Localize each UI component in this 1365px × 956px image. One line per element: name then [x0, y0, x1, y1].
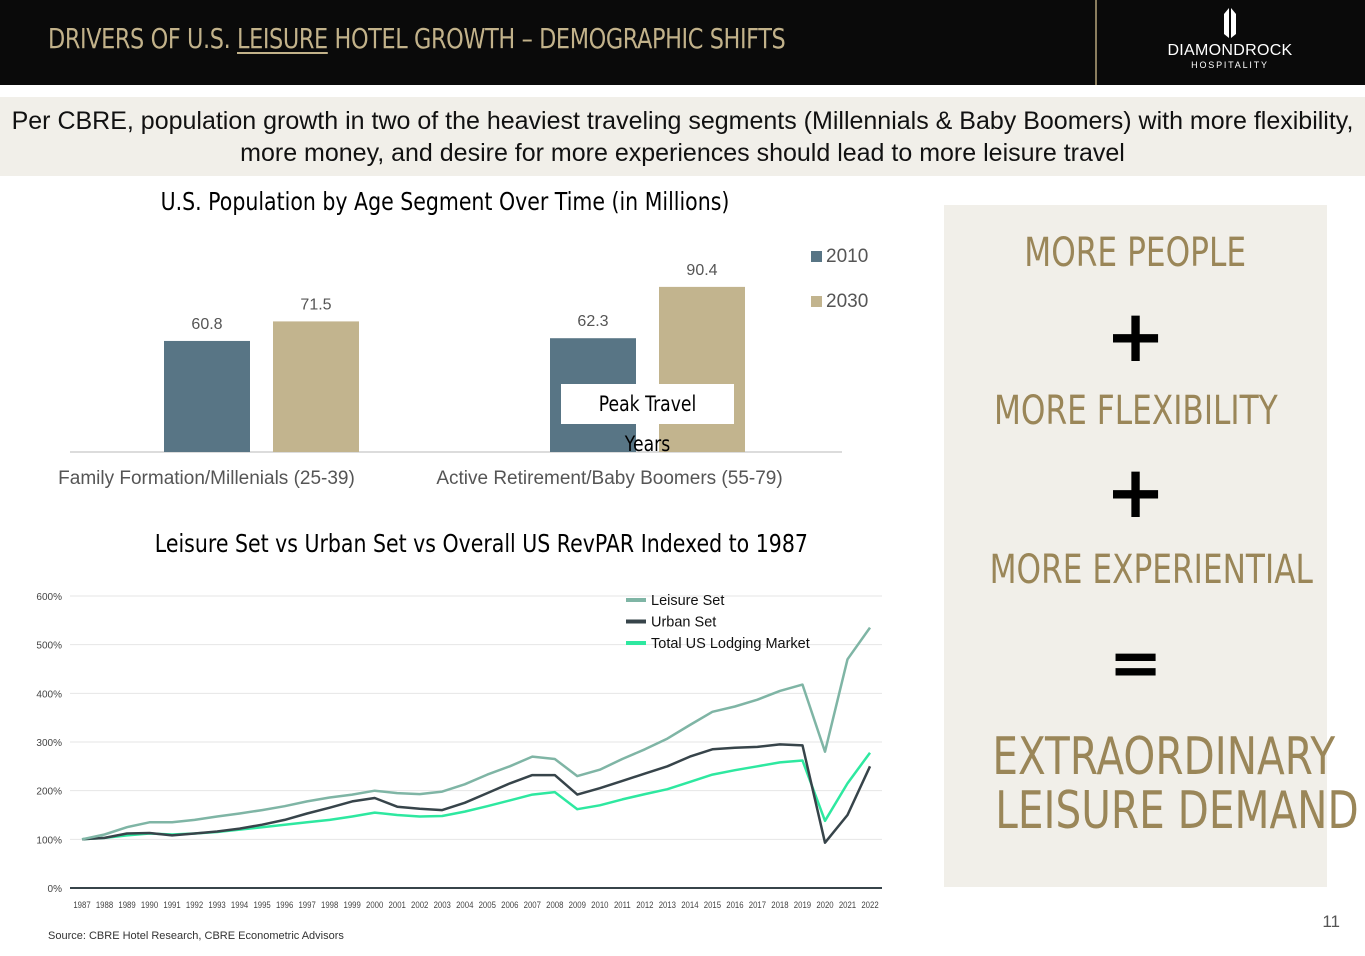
y-tick-label: 100%: [36, 835, 62, 846]
x-tick-label: 2016: [726, 899, 743, 910]
plus-operator-2: +: [1105, 450, 1166, 534]
y-tick-label: 500%: [36, 641, 62, 652]
x-tick-label: 2004: [456, 899, 473, 910]
x-tick-label: 2011: [614, 899, 631, 910]
y-tick-label: 200%: [36, 787, 62, 798]
x-tick-label: 1987: [73, 899, 90, 910]
x-tick-label: 1990: [141, 899, 158, 910]
x-tick-label: 2022: [861, 899, 878, 910]
subtitle-text: Per CBRE, population growth in two of th…: [11, 107, 1354, 167]
bar-category-label: Family Formation/Millenials (25-39): [58, 468, 355, 489]
x-tick-label: 1991: [163, 899, 180, 910]
y-tick-label: 0%: [48, 884, 63, 895]
page-number: 11: [1322, 912, 1340, 931]
diamondrock-logo-icon: [1224, 8, 1236, 38]
logo-subtext: HOSPITALITY: [1191, 60, 1269, 70]
x-tick-label: 1992: [186, 899, 203, 910]
more-flexibility-label: MORE FLEXIBILITY: [993, 388, 1278, 434]
source-note: Source: CBRE Hotel Research, CBRE Econom…: [48, 930, 344, 942]
x-tick-label: 1999: [344, 899, 361, 910]
x-tick-label: 2014: [681, 899, 698, 910]
legend-label-2030: 2030: [826, 291, 868, 312]
x-tick-label: 2007: [524, 899, 541, 910]
result-line-1: EXTRAORDINARY: [944, 727, 1335, 787]
series-line-leisure-set: [81, 626, 872, 841]
line-chart: 0% 100% 200% 300% 400% 500% 600% 1987 1988 1989 19…: [36, 592, 882, 910]
x-tick-label: 1998: [321, 899, 338, 910]
equation-panel: [944, 205, 1327, 887]
legend-label-2010: 2010: [826, 246, 868, 267]
bar-data-label: 62.3: [577, 313, 608, 330]
x-tick-label: 2009: [569, 899, 586, 910]
more-flexibility-text: MORE FLEXIBILITY: [944, 388, 1327, 434]
x-tick-label: 2003: [434, 899, 451, 910]
page-title-part2: HOTEL GROWTH – DEMOGRAPHIC SHIFTS: [327, 22, 786, 55]
peak-travel-years-callout: Peak Travel Years: [561, 384, 734, 456]
y-tick-label: 600%: [36, 592, 62, 603]
line-legend-label: Total US Lodging Market: [651, 636, 810, 652]
x-tick-label: 2010: [591, 899, 608, 910]
header-bar: [0, 0, 1365, 85]
plus-operator-1: +: [1105, 294, 1166, 378]
bar-2010-0: [164, 340, 250, 452]
header-divider: [1095, 0, 1097, 85]
line-legend-label: Leisure Set: [651, 593, 724, 609]
bar-2030-0: [273, 321, 359, 452]
x-tick-label: 2018: [771, 899, 788, 910]
series-line-urban-set: [81, 743, 872, 844]
result-line-2-label: LEISURE DEMAND: [995, 781, 1359, 841]
bar-2030-1: [659, 286, 745, 452]
bar-chart: 60.8 71.5 Family Formation/Millenials (25-…: [58, 246, 868, 489]
bar-data-label: 60.8: [191, 316, 222, 333]
logo-wordmark: DIAMONDROCK: [1167, 42, 1293, 59]
x-tick-label: 2019: [794, 899, 811, 910]
x-tick-label: 2012: [636, 899, 653, 910]
x-tick-label: 2013: [659, 899, 676, 910]
x-tick-label: 2005: [479, 899, 496, 910]
page-title-part1: DRIVERS OF U.S.: [48, 22, 238, 55]
x-tick-label: 1995: [253, 899, 270, 910]
x-tick-label: 2020: [816, 899, 833, 910]
x-tick-label: 1993: [208, 899, 225, 910]
x-tick-label: 1997: [298, 899, 315, 910]
legend-swatch-2010: [811, 251, 822, 262]
equals-operator: =: [1108, 627, 1163, 701]
x-tick-label: 2017: [749, 899, 766, 910]
series-line-total-us-lodging-market: [81, 751, 872, 841]
line-legend-label: Urban Set: [651, 615, 716, 631]
x-tick-label: 1989: [118, 899, 135, 910]
x-tick-label: 2006: [501, 899, 518, 910]
page-title-underlined: LEISURE: [237, 22, 328, 55]
x-tick-label: 1988: [96, 899, 113, 910]
callout-text: Peak Travel Years: [598, 392, 697, 456]
legend-swatch-2030: [811, 296, 822, 307]
line-chart-title: Leisure Set vs Urban Set vs Overall US R…: [154, 529, 808, 558]
x-tick-label: 2015: [704, 899, 721, 910]
more-experiential-text: MORE EXPERIENTIAL: [944, 547, 1327, 593]
page-title: DRIVERS OF U.S. LEISURE HOTEL GROWTH – D…: [48, 22, 786, 55]
bar-category-label: Active Retirement/Baby Boomers (55-79): [436, 468, 782, 489]
y-tick-label: 400%: [36, 689, 62, 700]
result-line-1-label: EXTRAORDINARY: [992, 727, 1336, 787]
y-tick-label: 300%: [36, 738, 62, 749]
bar-data-label: 90.4: [686, 262, 717, 279]
more-experiential-label: MORE EXPERIENTIAL: [989, 547, 1313, 593]
x-tick-label: 2008: [546, 899, 563, 910]
x-tick-label: 1994: [231, 899, 248, 910]
bar-data-label: 71.5: [300, 296, 331, 313]
result-line-2: LEISURE DEMAND: [944, 781, 1359, 841]
subtitle-band: [0, 97, 1365, 176]
more-people-text: MORE PEOPLE: [944, 230, 1327, 276]
x-tick-label: 2001: [389, 899, 406, 910]
x-tick-label: 1996: [276, 899, 293, 910]
bar-chart-title: U.S. Population by Age Segment Over Time…: [160, 187, 730, 216]
x-tick-label: 2000: [366, 899, 383, 910]
x-tick-label: 2021: [839, 899, 856, 910]
x-tick-label: 2002: [411, 899, 428, 910]
more-people-label: MORE PEOPLE: [1024, 230, 1247, 276]
